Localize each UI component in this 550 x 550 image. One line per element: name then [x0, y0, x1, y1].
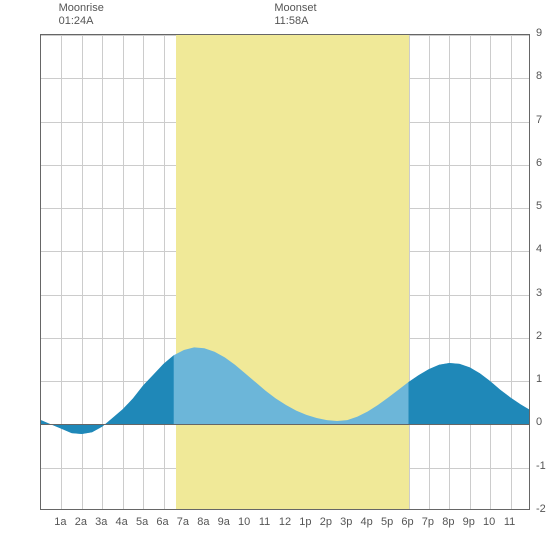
xtick-label: 4a: [116, 516, 128, 528]
tide-layer: [41, 35, 530, 510]
ytick-label: 1: [536, 373, 542, 385]
tide-chart: -2-101234567891a2a3a4a5a6a7a8a9a1011121p…: [0, 0, 550, 550]
zero-axis-line: [41, 424, 529, 425]
xtick-label: 2p: [320, 516, 332, 528]
ytick-label: -1: [536, 460, 546, 472]
xtick-label: 1a: [54, 516, 66, 528]
xtick-label: 3a: [95, 516, 107, 528]
xtick-label: 4p: [361, 516, 373, 528]
xtick-label: 6p: [401, 516, 413, 528]
plot-area: [40, 34, 530, 510]
xtick-label: 6a: [156, 516, 168, 528]
xtick-label: 11: [504, 516, 515, 528]
xtick-label: 8p: [442, 516, 454, 528]
xtick-label: 7a: [177, 516, 189, 528]
xtick-label: 5p: [381, 516, 393, 528]
ytick-label: 4: [536, 243, 542, 255]
xtick-label: 10: [238, 516, 250, 528]
xtick-label: 10: [483, 516, 495, 528]
xtick-label: 11: [259, 516, 270, 528]
ytick-label: 0: [536, 416, 542, 428]
xtick-label: 2a: [75, 516, 87, 528]
xtick-label: 8a: [197, 516, 209, 528]
ytick-label: 6: [536, 157, 542, 169]
tide-area-night-0: [41, 355, 174, 434]
ytick-label: 2: [536, 330, 542, 342]
xtick-label: 3p: [340, 516, 352, 528]
ytick-label: 3: [536, 287, 542, 299]
xtick-label: 12: [279, 516, 291, 528]
xtick-label: 1p: [299, 516, 311, 528]
tide-area-night-1: [409, 363, 531, 424]
ytick-label: 7: [536, 114, 542, 126]
header-moonset-label: Moonset: [274, 2, 316, 15]
xtick-label: 9p: [463, 516, 475, 528]
ytick-label: 9: [536, 27, 542, 39]
header-moonrise-time: 01:24A: [59, 15, 104, 28]
ytick-label: 5: [536, 200, 542, 212]
xtick-label: 7p: [422, 516, 434, 528]
header-moonset-time: 11:58A: [274, 15, 316, 28]
header-moonrise-label: Moonrise: [59, 2, 104, 15]
xtick-label: 5a: [136, 516, 148, 528]
ytick-label: 8: [536, 70, 542, 82]
xtick-label: 9a: [218, 516, 230, 528]
ytick-label: -2: [536, 503, 546, 515]
header-moonset: Moonset11:58A: [274, 2, 316, 28]
header-moonrise: Moonrise01:24A: [59, 2, 104, 28]
